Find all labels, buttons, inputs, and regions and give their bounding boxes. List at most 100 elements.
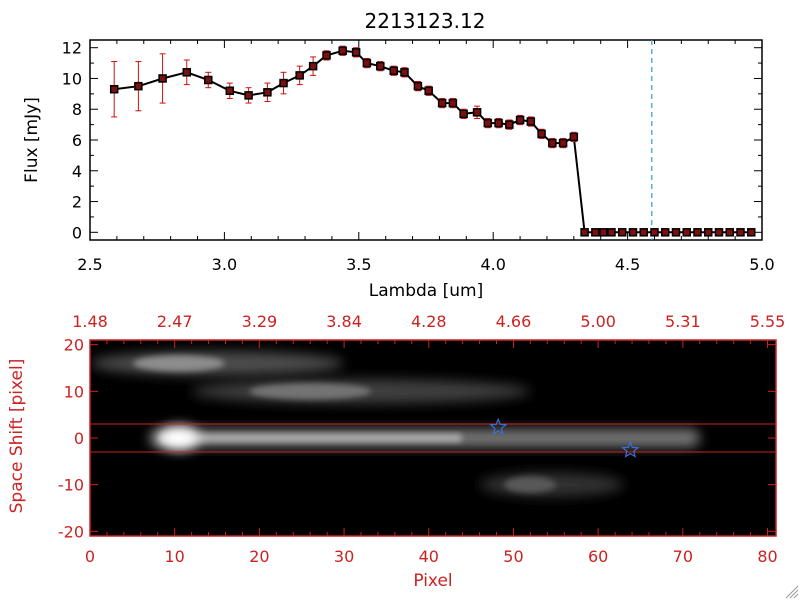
data-point [714, 228, 724, 237]
data-point [437, 98, 447, 108]
data-point [725, 228, 734, 237]
spectrum-x-tick-label: 4.5 [615, 255, 640, 274]
data-point [158, 74, 167, 83]
data-point [204, 75, 213, 85]
data-point [580, 228, 589, 237]
data-point [703, 228, 713, 237]
source-peak [158, 426, 199, 450]
data-point [537, 129, 546, 139]
spectrum-series [109, 45, 756, 237]
image-top-wavelength-label: 3.84 [326, 312, 362, 331]
data-point [515, 115, 525, 125]
data-point [483, 118, 493, 128]
image-ticks [89, 340, 776, 536]
data-point [736, 228, 745, 237]
image-top-wavelength-label: 3.29 [242, 312, 278, 331]
data-point [494, 118, 503, 128]
spectrum-x-tick-label: 4.0 [480, 255, 505, 274]
data-point [505, 120, 514, 129]
data-point [660, 228, 670, 237]
spectrum-y-tick-labels: 0 2 4 6 8 10 12 [62, 39, 82, 243]
image-x-tick-label: 30 [334, 547, 354, 566]
spectrum-y-tick-label: 4 [72, 162, 82, 181]
image-top-wavelength-label: 5.00 [580, 312, 616, 331]
data-point [617, 228, 627, 237]
data-point [182, 68, 192, 77]
image-top-wavelength-label: 5.31 [665, 312, 701, 331]
image-y-tick-labels: -20 -10 0 10 20 [58, 336, 84, 542]
data-point [682, 228, 691, 237]
image-x-tick-label: 80 [757, 547, 777, 566]
spectrum-y-tick-label: 10 [62, 69, 82, 88]
extraction-band [90, 423, 776, 453]
data-point [607, 228, 616, 237]
data-point [569, 132, 579, 142]
spectrum-x-tick-label: 2.5 [77, 255, 102, 274]
data-point [650, 228, 659, 237]
source-blob-peak [249, 383, 372, 400]
spectrum-y-tick-label: 0 [72, 223, 82, 242]
image-y-tick-label: -10 [58, 476, 84, 495]
spectral-image-panel: 0 10 20 30 40 50 60 70 80 -20 -10 0 10 20 1.48 2.47 3.… [7, 312, 785, 591]
image-x-tick-label: 50 [503, 547, 523, 566]
spectrum-x-axis-label: Lambda [um] [369, 281, 483, 301]
data-point [671, 228, 681, 237]
data-point [472, 108, 482, 117]
image-y-tick-label: 0 [74, 429, 84, 448]
star-marker-icon [489, 417, 508, 435]
image-y-axis-label: Space Shift [pixel] [7, 359, 27, 514]
source-blob-peak [504, 476, 556, 493]
image-top-wavelength-label: 1.48 [72, 312, 108, 331]
data-point [279, 78, 288, 88]
spectrum-y-tick-label: 12 [62, 39, 82, 58]
image-x-tick-label: 10 [165, 547, 185, 566]
data-point [362, 58, 372, 68]
data-point [591, 228, 600, 237]
data-point [459, 109, 468, 119]
data-point [558, 138, 568, 148]
data-point [548, 138, 557, 148]
data-point [308, 61, 318, 71]
spectrum-title: 2213123.12 [365, 9, 486, 33]
image-y-tick-label: 10 [64, 382, 84, 401]
data-point [322, 51, 331, 60]
spectrum-y-tick-label: 2 [72, 193, 82, 212]
image-x-tick-label: 60 [588, 547, 608, 566]
image-top-wavelength-labels: 1.48 2.47 3.29 3.84 4.28 4.66 5.00 5.31 5.55 [72, 312, 785, 331]
data-point [448, 98, 458, 108]
data-point [351, 48, 361, 57]
data-point [413, 81, 423, 91]
spectrum-x-tick-label: 5.0 [749, 255, 774, 274]
source-markers [489, 417, 640, 458]
source-trace-core [159, 434, 463, 442]
source-blob-peak [133, 355, 225, 372]
image-top-wavelength-label: 4.28 [411, 312, 447, 331]
data-point [693, 228, 702, 237]
star-marker-icon [621, 440, 640, 458]
data-point [295, 71, 304, 80]
spectrum-x-tick-labels: 2.5 3.0 3.5 4.0 4.5 5.0 [77, 255, 774, 274]
image-x-tick-labels: 0 10 20 30 40 50 60 70 80 [85, 547, 778, 566]
image-x-tick-label: 20 [249, 547, 269, 566]
data-point [244, 91, 253, 100]
data-point [639, 228, 648, 237]
data-point [338, 46, 347, 56]
data-point [109, 84, 119, 94]
spectrum-y-tick-label: 8 [72, 100, 82, 119]
data-point [389, 66, 398, 76]
spectrum-panel: 2213123.12 2.5 3.0 3.5 4.0 4.5 5.0 024681012 … [22, 9, 775, 301]
data-point [628, 228, 638, 237]
image-y-tick-label: -20 [58, 522, 84, 541]
resize-grip-icon[interactable] [785, 585, 799, 599]
image-top-wavelength-label: 2.47 [157, 312, 193, 331]
spectrum-ticks [89, 40, 763, 240]
data-point [424, 86, 433, 96]
image-y-tick-label: 20 [64, 336, 84, 355]
data-point [263, 88, 272, 97]
data-point [376, 61, 385, 71]
data-point [746, 228, 756, 237]
image-x-tick-label: 40 [419, 547, 439, 566]
spectral-image-sources [90, 351, 700, 497]
spectrum-y-axis-label: Flux [mJy] [22, 97, 42, 183]
